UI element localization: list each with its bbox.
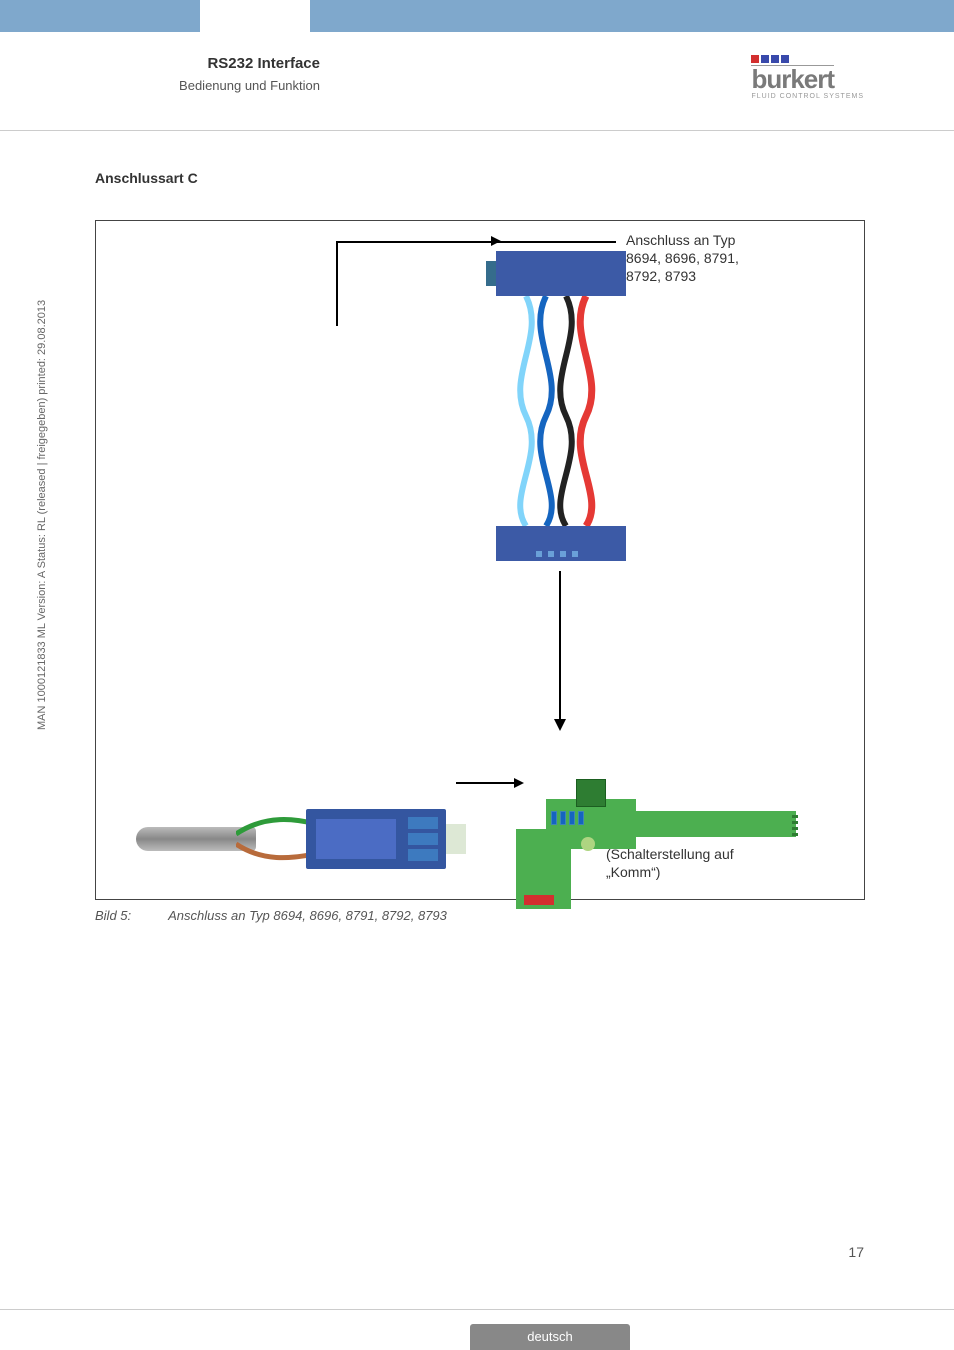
callout-connection-types: Anschluss an Typ 8694, 8696, 8791, 8792,… — [626, 231, 739, 286]
connector-plug-bottom — [496, 526, 626, 561]
leader-line-vert — [336, 241, 338, 326]
page-header: RS232 Interface Bedienung und Funktion b… — [100, 55, 864, 100]
logo-tagline: FLUID CONTROL SYSTEMS — [751, 93, 864, 100]
connector-top — [496, 221, 626, 561]
burkert-logo: burkert FLUID CONTROL SYSTEMS — [751, 55, 864, 100]
callout-switch-position: (Schalterstellung auf „Komm“) — [606, 845, 734, 881]
figure-diagram: Anschluss an Typ 8694, 8696, 8791, 8792,… — [95, 220, 865, 900]
caption-label: Bild 5: — [95, 908, 165, 923]
arrow-right — [456, 782, 516, 784]
document-title: RS232 Interface — [100, 55, 320, 72]
arrow-head-icon — [554, 719, 566, 731]
header-divider — [0, 130, 954, 131]
connector-tip — [446, 824, 466, 854]
footer-divider — [0, 1309, 954, 1310]
logo-text: burkert — [751, 65, 834, 92]
connector-plug-top — [496, 251, 626, 296]
page-number: 17 — [848, 1244, 864, 1260]
arrow-down — [559, 571, 561, 721]
twisted-wires-icon — [496, 296, 626, 526]
arrow-head-icon — [514, 778, 524, 788]
document-metadata-sidebar: MAN 1000121833 ML Version: A Status: RL … — [36, 300, 48, 730]
top-color-bar — [0, 0, 954, 32]
language-tab: deutsch — [470, 1324, 630, 1350]
section-heading: Anschlussart C — [95, 170, 198, 186]
document-subtitle: Bedienung und Funktion — [100, 78, 320, 93]
caption-text: Anschluss an Typ 8694, 8696, 8791, 8792,… — [168, 908, 447, 923]
connector-body — [306, 809, 446, 869]
figure-caption: Bild 5: Anschluss an Typ 8694, 8696, 879… — [95, 908, 447, 923]
